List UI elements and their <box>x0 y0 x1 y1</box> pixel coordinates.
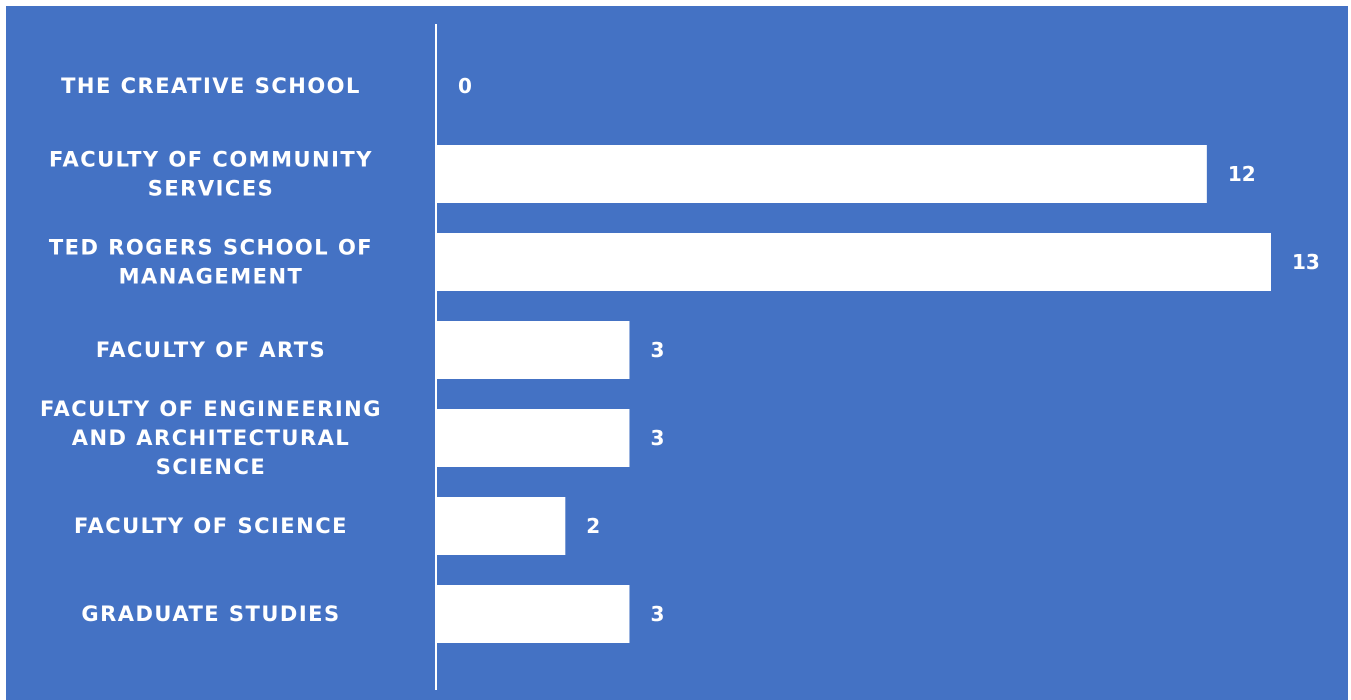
chart-panel: THE CREATIVE SCHOOL 0 FACULTY OF COMMUNITY… <box>6 6 1348 700</box>
value-label: 13 <box>1292 250 1320 274</box>
bar <box>437 585 630 643</box>
category-label-line: TED ROGERS SCHOOL OF <box>49 236 373 260</box>
category-label: FACULTY OF ENGINEERING AND ARCHITECTURAL S… <box>40 397 382 479</box>
category-label: FACULTY OF COMMUNITY SERVICES <box>49 148 373 201</box>
category-label: FACULTY OF SCIENCE <box>74 514 348 538</box>
value-label: 3 <box>650 602 664 626</box>
value-label: 3 <box>650 338 664 362</box>
category-label-line: FACULTY OF COMMUNITY <box>49 148 373 172</box>
category-label: THE CREATIVE SCHOOL <box>61 74 361 98</box>
category-label-line: AND ARCHITECTURAL <box>72 426 351 450</box>
category-label-line: SERVICES <box>148 177 275 201</box>
bar <box>437 321 630 379</box>
category-label-line: GRADUATE STUDIES <box>81 602 340 626</box>
bar <box>437 497 566 555</box>
category-label-line: FACULTY OF SCIENCE <box>74 514 348 538</box>
category-label: FACULTY OF ARTS <box>96 338 326 362</box>
category-label: TED ROGERS SCHOOL OF MANAGEMENT <box>49 236 373 289</box>
category-label-line: THE CREATIVE SCHOOL <box>61 74 361 98</box>
category-label-line: FACULTY OF ARTS <box>96 338 326 362</box>
value-label: 3 <box>650 426 664 450</box>
bar <box>437 233 1271 291</box>
value-label: 0 <box>458 74 472 98</box>
value-label: 2 <box>586 514 600 538</box>
value-label: 12 <box>1228 162 1256 186</box>
category-label-line: FACULTY OF ENGINEERING <box>40 397 382 421</box>
bar <box>437 409 630 467</box>
bar <box>437 145 1207 203</box>
bar-chart: THE CREATIVE SCHOOL 0 FACULTY OF COMMUNITY… <box>40 24 1320 690</box>
category-label-line: SCIENCE <box>156 455 267 479</box>
category-label: GRADUATE STUDIES <box>81 602 340 626</box>
category-label-line: MANAGEMENT <box>119 265 304 289</box>
